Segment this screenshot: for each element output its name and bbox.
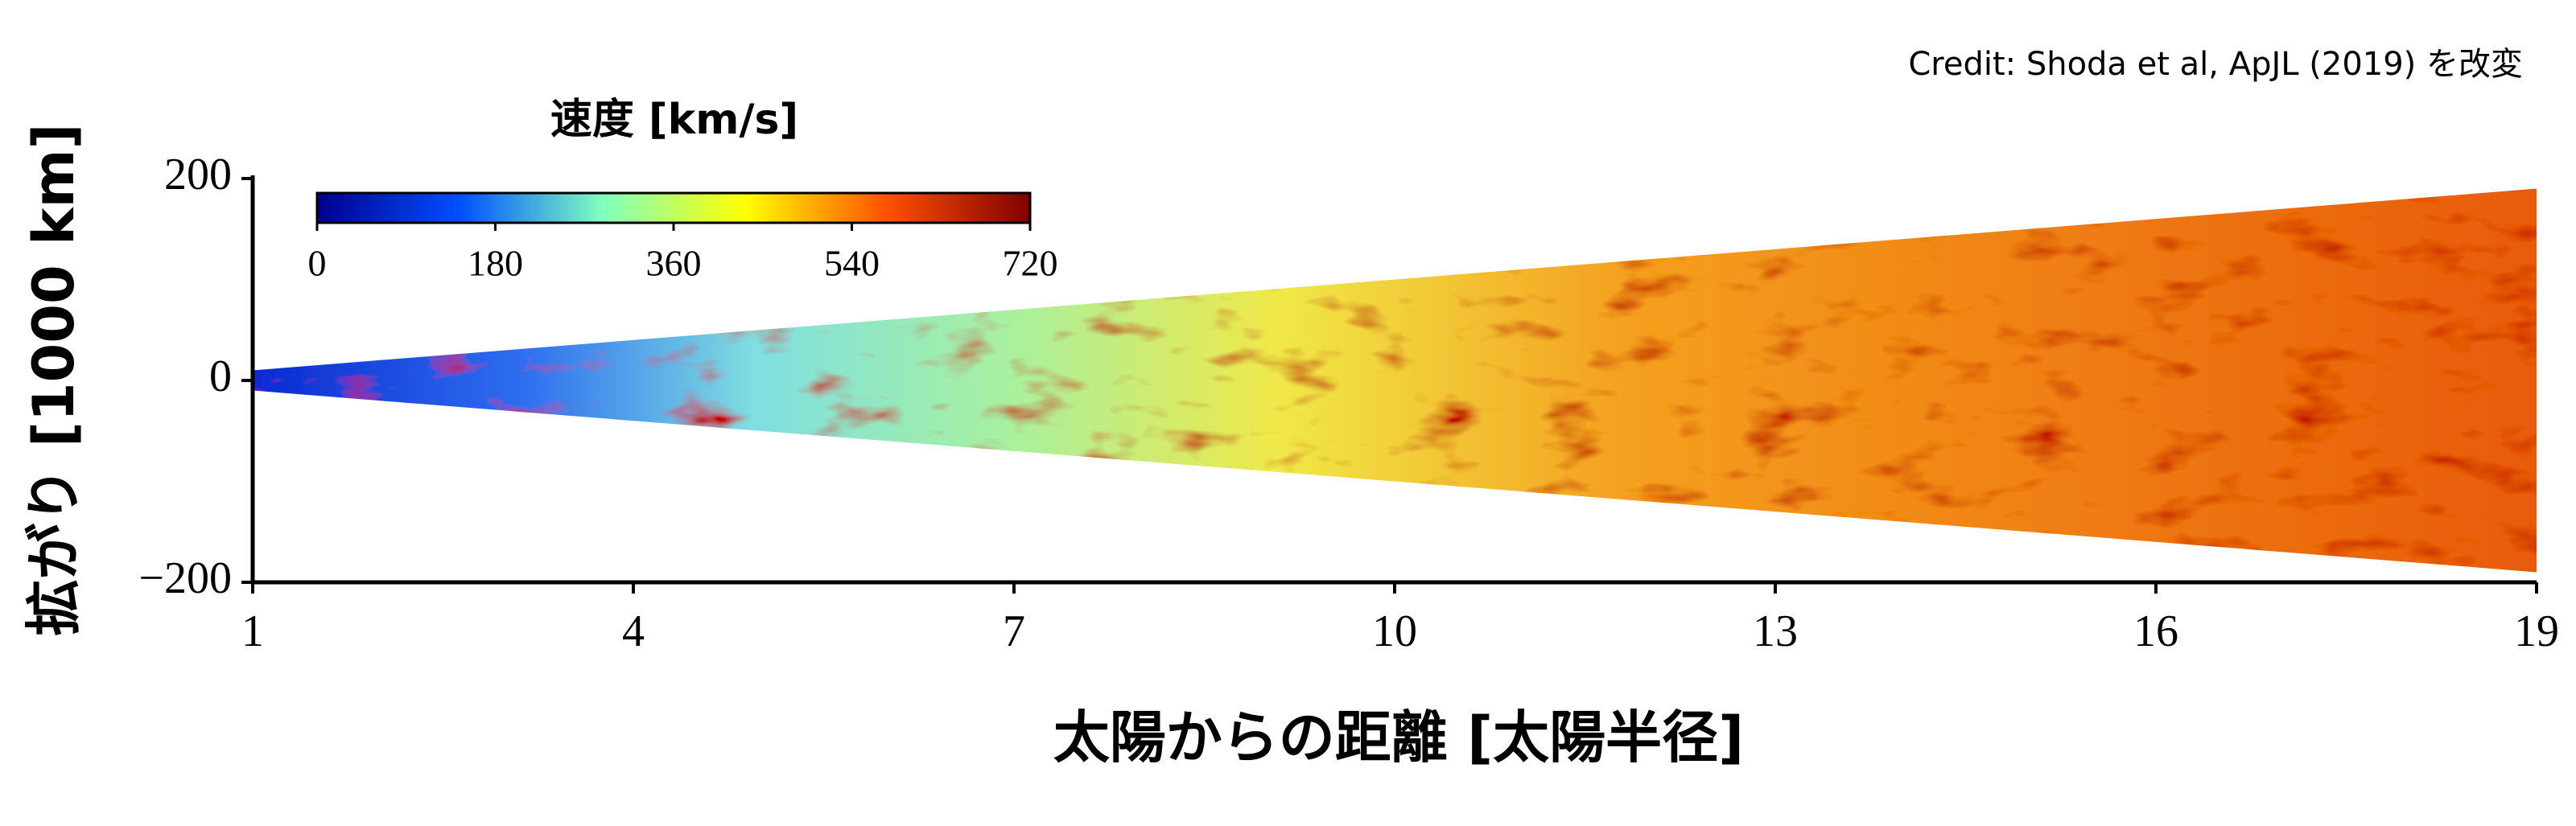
colorbar-tick-label: 360 bbox=[646, 243, 702, 284]
credit: Credit: Shoda et al, ApJL (2019) を改変 bbox=[1908, 46, 2523, 83]
x-tick-label: 1 bbox=[241, 606, 264, 656]
wedge bbox=[253, 188, 2537, 573]
x-tick-label: 19 bbox=[2514, 606, 2559, 656]
y-tick-label: 200 bbox=[164, 150, 232, 199]
x-tick-label: 13 bbox=[1753, 606, 1798, 656]
colorbar-tick-label: 720 bbox=[1003, 243, 1058, 284]
x-tick-label: 7 bbox=[1003, 606, 1025, 656]
y-tick-label: 0 bbox=[209, 351, 232, 401]
x-axis-label: 太陽からの距離 [太陽半径] bbox=[1053, 705, 1744, 771]
colorbar-label: 速度 [km/s] bbox=[550, 96, 798, 144]
x-tick-label: 10 bbox=[1372, 606, 1417, 656]
colorbar-tick-label: 540 bbox=[824, 243, 880, 284]
colorbar-tick-label: 180 bbox=[468, 243, 523, 284]
y-tick-label: −200 bbox=[138, 553, 232, 603]
x-tick-label: 16 bbox=[2133, 606, 2178, 656]
y-axis-label: 拡がり [1000 km] bbox=[21, 123, 87, 635]
colorbar-tick-label: 0 bbox=[308, 243, 327, 284]
x-tick-label: 4 bbox=[622, 606, 645, 656]
colorbar bbox=[315, 191, 1032, 224]
